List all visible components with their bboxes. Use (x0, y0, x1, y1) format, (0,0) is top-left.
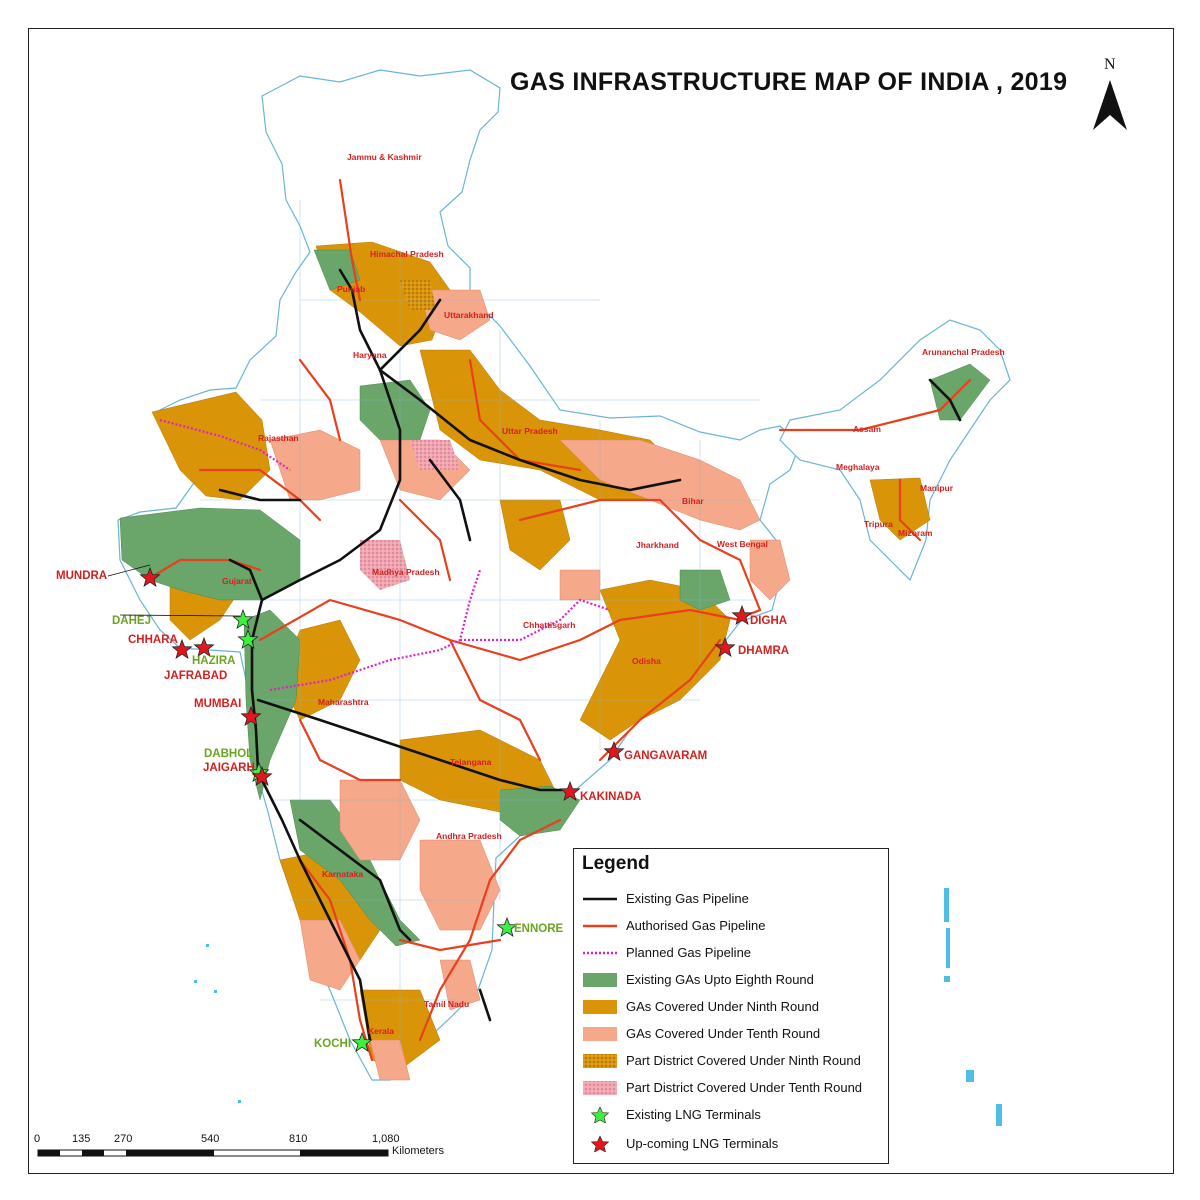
state-label: Bihar (682, 496, 704, 506)
state-label: Chhattisgarh (523, 620, 576, 630)
legend-item-ninth-round: GAs Covered Under Ninth Round (574, 996, 884, 1018)
northeast-region (779, 319, 1011, 582)
state-label: Punjab (337, 284, 366, 294)
terminal-label-gangavaram: GANGAVARAM (624, 750, 708, 762)
upcoming-lng-terminal-chhara (171, 638, 193, 660)
state-label: Himachal Pradesh (370, 249, 444, 259)
legend-item-part-ninth: Part District Covered Under Ninth Round (574, 1050, 884, 1072)
terminal-label-dabhol: DABHOL (204, 748, 254, 760)
upcoming-lng-terminal-kakinada (559, 780, 581, 802)
red-line-icon (583, 924, 617, 928)
state-label: Maharashtra (318, 697, 369, 707)
upcoming-lng-terminal-gangavaram (603, 740, 625, 762)
terminal-label-dahej: DAHEJ (112, 615, 151, 627)
mundra-leader (107, 564, 151, 577)
legend-title: Legend (582, 853, 650, 874)
terminal-label-jaigarh: JAIGARH (203, 762, 255, 774)
terminal-label-mundra: MUNDRA (56, 570, 108, 582)
scale-bar (37, 1149, 389, 1157)
map-title: GAS INFRASTRUCTURE MAP OF INDIA , 2019 (510, 68, 1068, 96)
upcoming-lng-terminal-digha (731, 604, 753, 626)
scale-tick-label: 270 (114, 1133, 133, 1145)
legend-item-planned-pipeline: Planned Gas Pipeline (574, 942, 884, 964)
scale-tick-label: 135 (72, 1133, 91, 1145)
legend-item-tenth-round: GAs Covered Under Tenth Round (574, 1023, 884, 1045)
state-label: Andhra Pradesh (436, 831, 502, 841)
terminal-markers (139, 566, 753, 1053)
magenta-dotted-line-icon (583, 951, 617, 955)
state-label: Arunanchal Pradesh (922, 347, 1005, 357)
terminal-label-dhamra: DHAMRA (738, 645, 790, 657)
dahej-leader (119, 614, 241, 617)
existing-lng-terminal-hazira (237, 628, 259, 650)
existing-pipelines (218, 268, 962, 1042)
state-label: Assam (853, 424, 881, 434)
part-district-tenth (360, 540, 410, 590)
existing-lng-terminal-dahej (232, 608, 254, 630)
legend-item-upcoming-lng: Up-coming LNG Terminals (574, 1133, 884, 1155)
state-label: Uttarakhand (444, 310, 494, 320)
existing-lng-terminal-ennore (496, 916, 518, 938)
part-district-tenth-2 (410, 440, 460, 470)
scale-tick-label: 540 (201, 1133, 220, 1145)
state-label: Odisha (632, 656, 661, 666)
salmon-fill-icon (583, 1027, 617, 1041)
terminal-label-ennore: ENNORE (514, 923, 564, 935)
red-star-icon (590, 1136, 610, 1152)
terminal-label-chhara: CHHARA (128, 634, 178, 646)
planned-pipelines (159, 418, 611, 692)
state-label: Madhya Pradesh (372, 567, 440, 577)
authorised-pipelines (148, 178, 972, 1062)
green-star-icon (590, 1107, 610, 1123)
legend-item-existing-pipeline: Existing Gas Pipeline (574, 888, 884, 910)
state-label: Kerala (368, 1026, 394, 1036)
terminal-label-hazira: HAZIRA (192, 655, 236, 667)
state-label: Meghalaya (836, 462, 880, 472)
legend: Legend Existing Gas Pipeline Authorised … (573, 848, 889, 1164)
north-letter: N (1104, 56, 1116, 73)
state-label: Tripura (864, 519, 893, 529)
state-label: Telangana (450, 757, 492, 767)
terminal-label-mumbai: MUMBAI (194, 698, 242, 710)
upcoming-lng-terminal-dhamra (714, 636, 736, 658)
scale-tick-label: 0 (34, 1133, 41, 1145)
lakshadweep-islands (194, 944, 241, 1103)
andaman-islands (944, 888, 1002, 1126)
legend-item-authorised-pipeline: Authorised Gas Pipeline (574, 915, 884, 937)
legend-item-existing-lng: Existing LNG Terminals (574, 1104, 884, 1126)
legend-item-part-tenth: Part District Covered Under Tenth Round (574, 1077, 884, 1099)
scale-unit-label: Kilometers (392, 1145, 444, 1157)
state-label: Haryana (353, 350, 387, 360)
state-label: Rajasthan (258, 433, 299, 443)
scale-tick-label: 810 (289, 1133, 308, 1145)
existing-lng-terminal-kochi (351, 1031, 373, 1053)
state-label: Uttar Pradesh (502, 426, 558, 436)
terminal-label-jafrabad: JAFRABAD (164, 670, 228, 682)
legend-item-eighth-round: Existing GAs Upto Eighth Round (574, 969, 884, 991)
orange-stipple-icon (583, 1054, 617, 1068)
state-label: Gujarat (222, 576, 252, 586)
scale-tick-label: 1,080 (372, 1133, 400, 1145)
state-label: Jammu & Kashmir (347, 152, 422, 162)
upcoming-lng-terminal-jafrabad (193, 636, 215, 658)
state-label: Manipur (920, 483, 954, 493)
state-label: Karnataka (322, 869, 364, 879)
terminal-label-kakinada: KAKINADA (580, 791, 642, 803)
north-arrow-icon (1093, 80, 1127, 130)
orange-fill-icon (583, 1000, 617, 1014)
state-label: Tamil Nadu (424, 999, 470, 1009)
green-fill-icon (583, 973, 617, 987)
state-label: Jharkhand (636, 540, 679, 550)
terminal-label-kochi: KOCHI (314, 1038, 352, 1050)
upcoming-lng-terminal-mundra (139, 566, 161, 588)
terminal-label-digha: DIGHA (750, 615, 788, 627)
black-line-icon (583, 897, 617, 901)
pink-stipple-icon (583, 1081, 617, 1095)
state-label: West Bengal (717, 539, 768, 549)
state-label: Mizoram (898, 528, 933, 538)
upcoming-lng-terminal-jaigarh (251, 765, 273, 787)
upcoming-lng-terminal-mumbai (240, 705, 262, 727)
part-district-ninth (400, 280, 436, 310)
